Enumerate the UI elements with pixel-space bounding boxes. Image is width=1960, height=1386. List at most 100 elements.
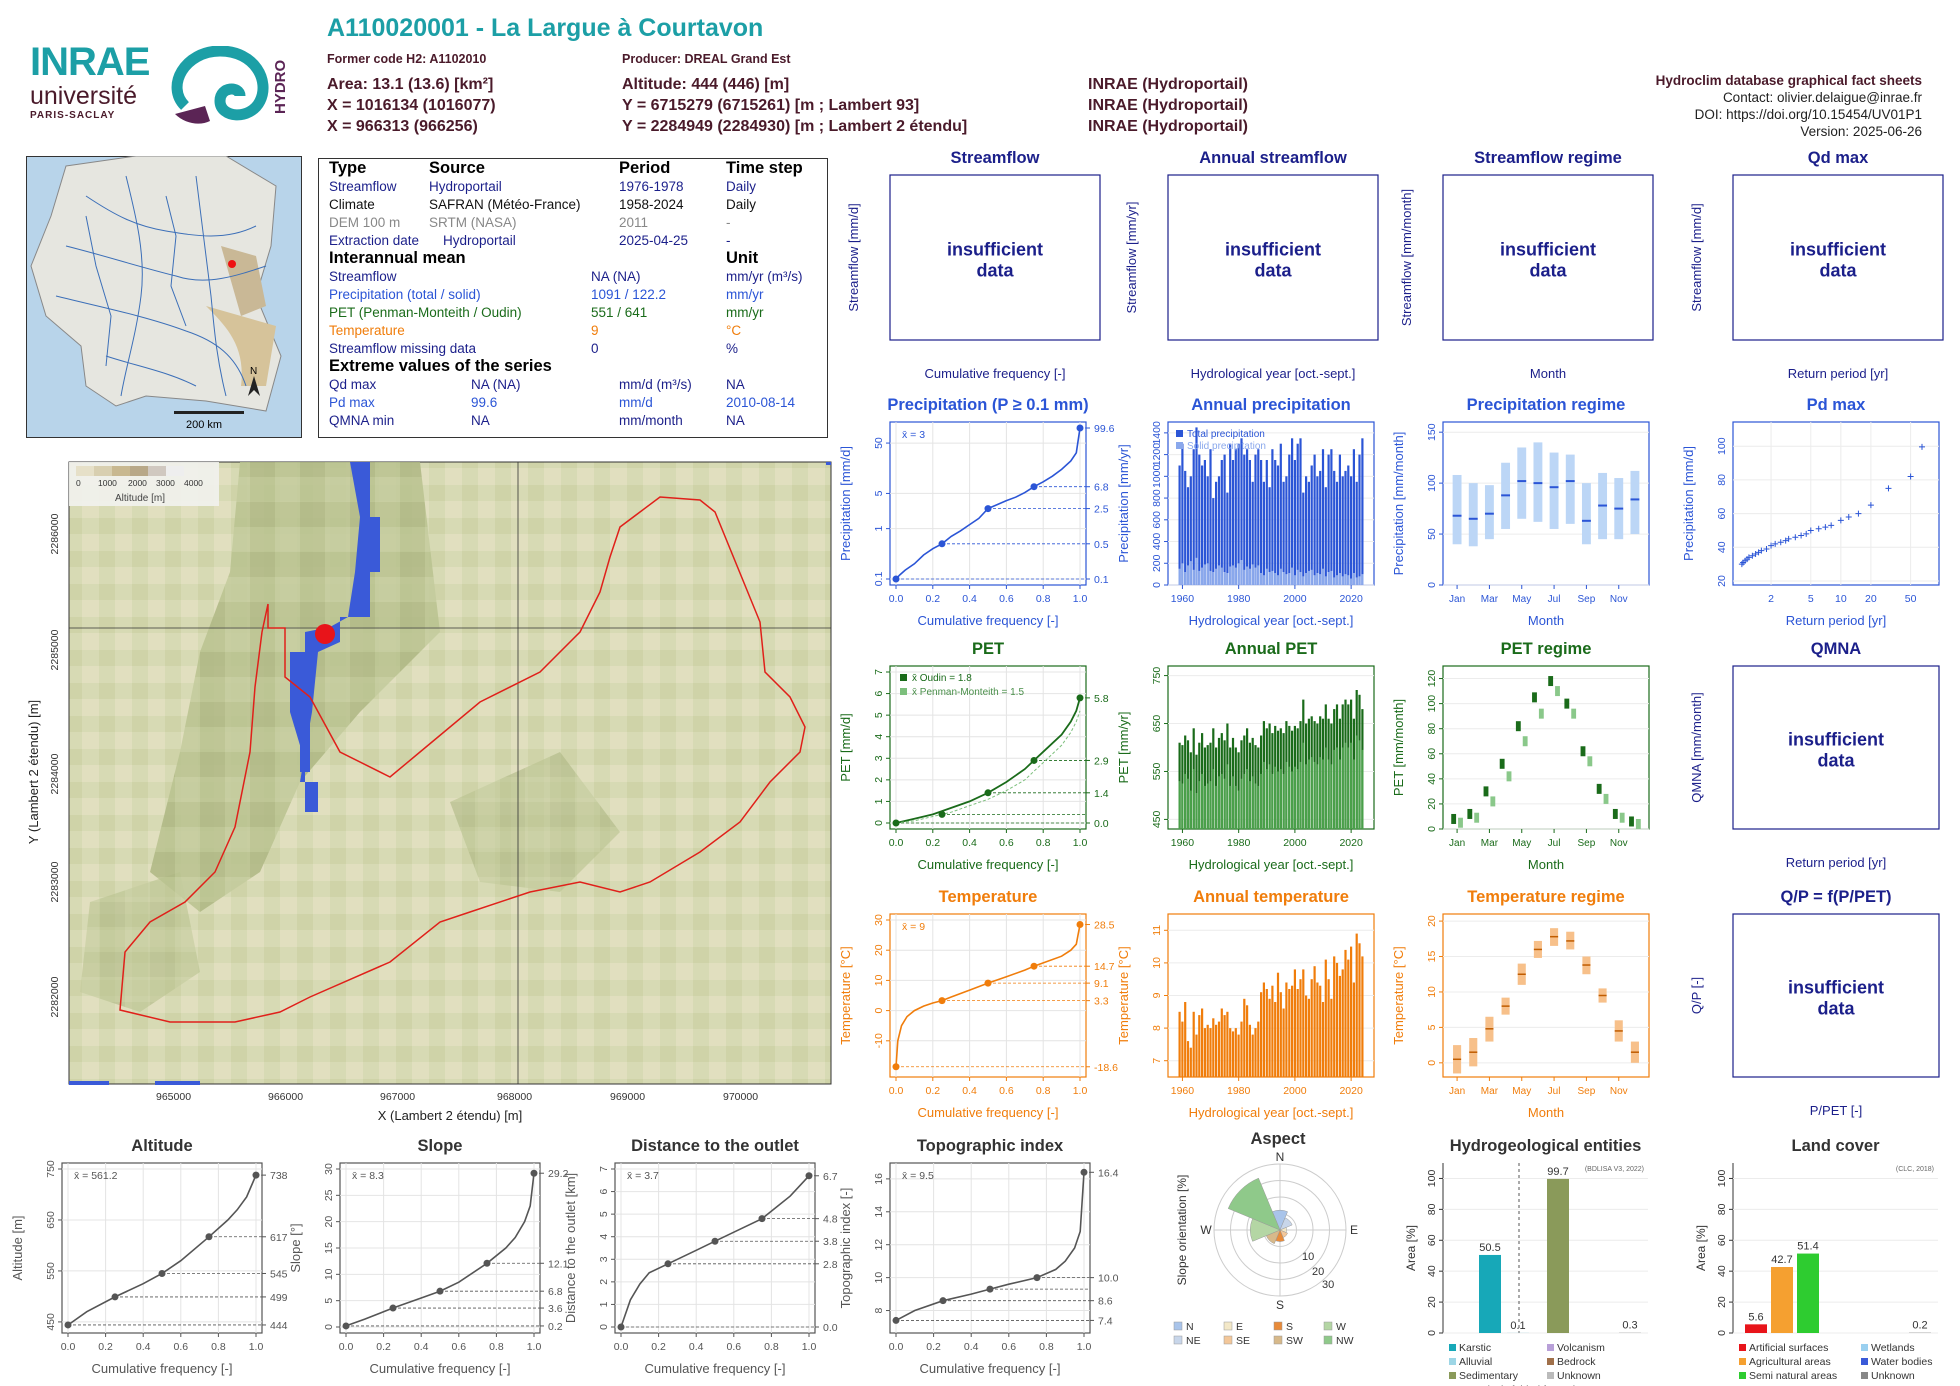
y-tick-label: 3 xyxy=(598,1256,610,1262)
x-tick-label: Mar xyxy=(1481,1086,1499,1097)
plot-frame xyxy=(1442,665,1650,830)
y-tick-label: 8 xyxy=(1151,1025,1163,1031)
y-tick-label: 120 xyxy=(1426,670,1438,688)
scatter-point xyxy=(1777,539,1784,546)
bar xyxy=(1293,969,1296,1077)
legend-swatch xyxy=(1547,1344,1554,1351)
chart-title: Aspect xyxy=(1250,1130,1306,1148)
data-label: 0.2 xyxy=(1912,1320,1927,1332)
quantile-box xyxy=(1630,470,1640,535)
bar xyxy=(1198,454,1201,585)
bar xyxy=(1324,576,1327,585)
y-tick-label: 1200 xyxy=(1151,443,1163,467)
scatter-point xyxy=(1907,473,1914,480)
scatter-point xyxy=(1918,443,1925,450)
bar xyxy=(1274,460,1277,585)
bar xyxy=(1274,573,1277,585)
plot-frame xyxy=(1732,421,1940,586)
legend-label: NW xyxy=(1336,1335,1354,1347)
col-step: Time step xyxy=(726,159,803,177)
bar xyxy=(1352,759,1355,829)
chart-title: Annual precipitation xyxy=(1191,396,1351,414)
x-axis-label: Cumulative frequency [-] xyxy=(918,613,1059,628)
bar xyxy=(1302,576,1305,585)
bar xyxy=(1195,1034,1198,1077)
legend-tick: 4000 xyxy=(184,478,203,488)
y-tick-label: 9 xyxy=(1151,992,1163,998)
bar xyxy=(1313,454,1316,585)
ring-label: 20 xyxy=(1312,1266,1324,1278)
legend-label: Bedrock xyxy=(1557,1356,1596,1368)
bar xyxy=(1302,969,1305,1077)
col-unit: Unit xyxy=(726,249,759,267)
x-axis-label: Cumulative frequency [-] xyxy=(370,1361,511,1376)
x-tick-label: 2000 xyxy=(1283,1085,1307,1097)
x-tick-label: 0.8 xyxy=(1039,1341,1054,1353)
bar xyxy=(1324,747,1327,829)
cell: mm/yr (m³/s) xyxy=(726,269,803,284)
insufficient-data-label: data xyxy=(1254,261,1292,281)
quantile-point xyxy=(1030,962,1038,970)
compass-label: E xyxy=(1350,1223,1358,1237)
chart-title: Precipitation regime xyxy=(1467,396,1626,414)
bar xyxy=(1192,569,1195,585)
bar xyxy=(1316,573,1319,585)
y-tick-label: 40 xyxy=(1716,541,1728,553)
x-axis-label: Month xyxy=(1528,1105,1564,1120)
bar xyxy=(1215,481,1218,585)
x-tick-label: 0.0 xyxy=(339,1341,354,1353)
y-tick-label: 80 xyxy=(1426,723,1438,735)
bar xyxy=(1316,764,1319,829)
pet_regime-chart: PET regime PET [mm/month] Month 0 20 40 60 80 10… xyxy=(1391,640,1650,872)
bar xyxy=(1350,476,1353,585)
quantile-point xyxy=(530,1169,538,1177)
x-axis-label: Month xyxy=(1528,613,1564,628)
box-oudin xyxy=(1564,698,1570,709)
box-oudin xyxy=(1515,721,1521,732)
x-axis-label: Hydrological year [oct.-sept.] xyxy=(1189,1105,1354,1120)
y-tick-label: 750 xyxy=(45,1160,57,1178)
cell: 1091 / 122.2 xyxy=(591,287,667,302)
x-tick-label: Sep xyxy=(1578,594,1596,605)
bar xyxy=(1330,998,1333,1077)
scatter-point xyxy=(1867,502,1874,509)
box-oudin xyxy=(1499,758,1505,769)
x-tick-label: Jan xyxy=(1449,1086,1465,1097)
university-logo: université xyxy=(30,82,137,110)
legend-swatch xyxy=(1176,442,1183,449)
bar xyxy=(1305,573,1308,585)
bar xyxy=(1260,573,1263,585)
y-axis-label: Slope [°] xyxy=(288,1223,303,1272)
quantile-point xyxy=(892,575,900,583)
y-axis-label: QMNA [mm/month] xyxy=(1689,692,1704,803)
legend-label: Unknown xyxy=(1557,1370,1601,1382)
y-tick-label: 7 xyxy=(598,1166,610,1172)
y-tick: 2282000 xyxy=(49,976,61,1017)
series-line xyxy=(895,1172,1085,1322)
bar xyxy=(1296,769,1299,829)
bar xyxy=(1184,470,1187,585)
area: Area: 13.1 (13.6) [km²] xyxy=(327,76,494,93)
bar xyxy=(1288,766,1291,829)
y-tick-label: 10 xyxy=(1151,957,1163,969)
bar xyxy=(1319,757,1322,829)
scatter-point xyxy=(1758,547,1765,554)
series-line xyxy=(895,924,1081,1067)
x-tick-label: 1980 xyxy=(1227,593,1251,605)
x-tick-label: 0.6 xyxy=(1001,1341,1016,1353)
bar xyxy=(1333,577,1336,585)
bar xyxy=(1201,465,1204,585)
bar xyxy=(1338,975,1341,1077)
bar xyxy=(1341,476,1344,585)
chart-title: Streamflow xyxy=(951,149,1040,167)
y-tick-label: 400 xyxy=(1151,533,1163,551)
compass-label: S xyxy=(1276,1298,1284,1312)
quantile-point xyxy=(64,1321,72,1329)
legend-swatch xyxy=(1739,1372,1746,1379)
x-axis-label: Return period [yr] xyxy=(1786,855,1886,870)
y-tick-label: 30 xyxy=(323,1163,335,1175)
quantile-point xyxy=(984,979,992,987)
scatter-point xyxy=(1828,522,1835,529)
legend-label: x̄ Penman-Monteith = 1.5 xyxy=(912,687,1024,698)
bar xyxy=(1231,565,1235,585)
